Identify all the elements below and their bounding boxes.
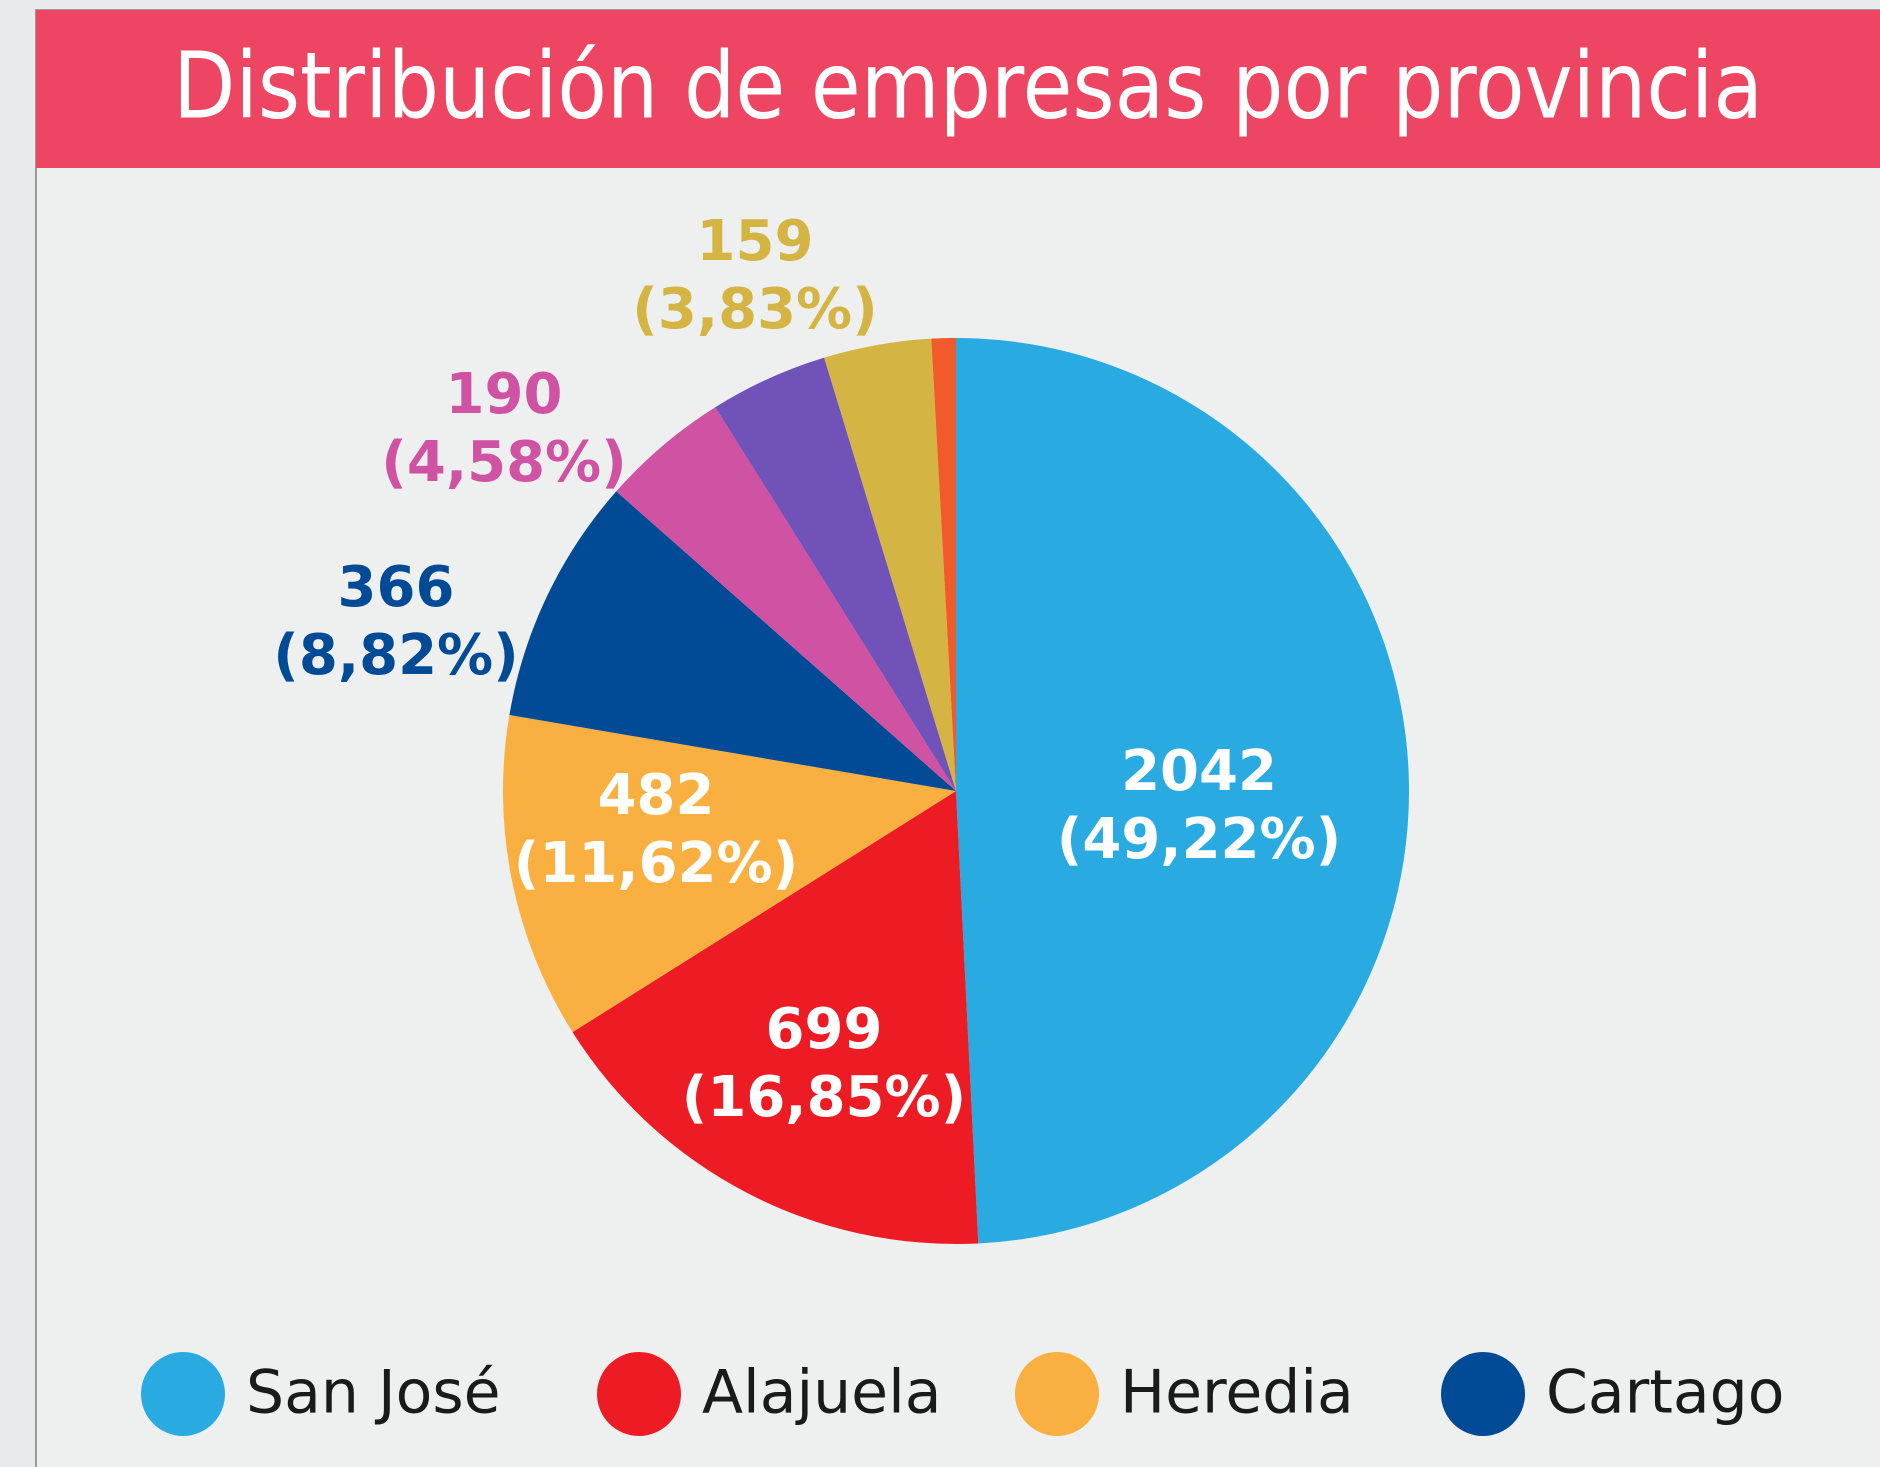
legend-swatch (141, 1352, 225, 1436)
data-label: 2042 (49,22%) (1057, 739, 1341, 872)
pie-slice (824, 338, 956, 791)
pie-slice (572, 791, 979, 1244)
legend-label: Heredia (1120, 1358, 1354, 1428)
legend-label: Cartago (1546, 1358, 1784, 1428)
pie (502, 338, 1410, 1244)
chart-title: Distribución de empresas por provincia (173, 32, 1763, 139)
data-label: 366 (8,82%) (273, 555, 518, 688)
data-label: 699 (16,85%) (682, 997, 966, 1130)
data-labels: 2042 (49,22%) 699 (16,85%) 482 (11,62%) 366 (8,… (273, 209, 1341, 1130)
data-label: 159 (3,83%) (632, 209, 877, 342)
pie-slice (931, 338, 956, 791)
legend-swatch (1015, 1352, 1099, 1436)
pie-slice (956, 338, 1410, 1244)
data-label: 482 (11,62%) (514, 763, 798, 896)
legend-swatch (1441, 1352, 1525, 1436)
pie-slice (502, 715, 956, 1033)
pie-slice (715, 357, 956, 791)
legend-label: Alajuela (702, 1358, 942, 1428)
legend-swatch (597, 1352, 681, 1436)
legend: San José Alajuela Heredia Cartago (141, 1352, 1784, 1436)
title-bar (36, 10, 1880, 168)
data-label: 190 (4,58%) (381, 362, 626, 495)
legend-label: San José (246, 1358, 501, 1428)
pie-slice (616, 407, 956, 791)
pie-slice (509, 491, 956, 791)
